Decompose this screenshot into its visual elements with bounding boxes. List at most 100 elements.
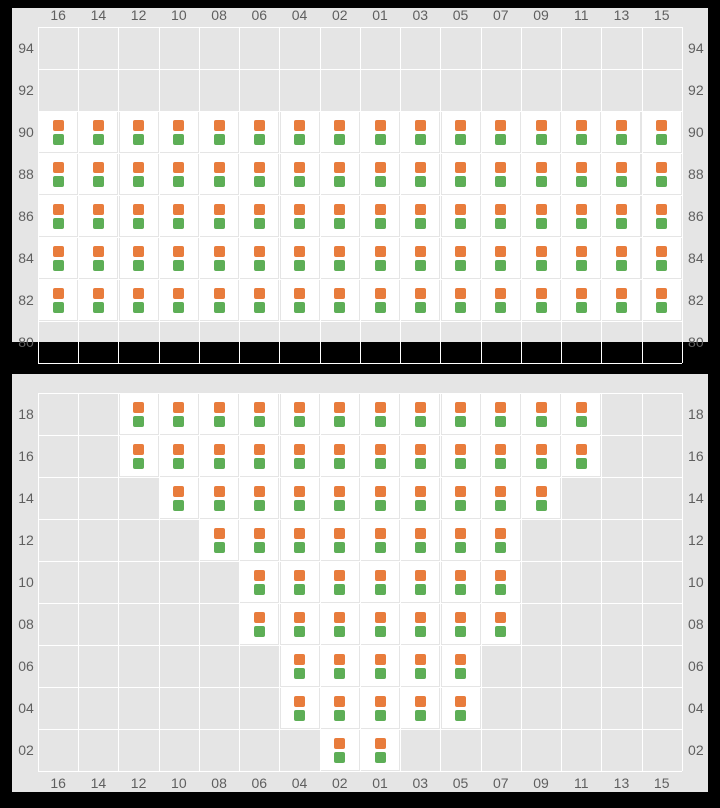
- seat[interactable]: [361, 688, 399, 728]
- seat[interactable]: [401, 112, 439, 152]
- seat[interactable]: [442, 520, 480, 560]
- seat[interactable]: [39, 238, 77, 278]
- seat[interactable]: [522, 196, 560, 236]
- seat[interactable]: [240, 478, 278, 518]
- seat[interactable]: [401, 604, 439, 644]
- seat[interactable]: [401, 646, 439, 686]
- seat[interactable]: [79, 238, 117, 278]
- seat[interactable]: [240, 280, 278, 320]
- seat[interactable]: [401, 520, 439, 560]
- seat[interactable]: [321, 112, 359, 152]
- seat[interactable]: [442, 196, 480, 236]
- seat[interactable]: [401, 394, 439, 434]
- seat[interactable]: [79, 112, 117, 152]
- seat[interactable]: [361, 280, 399, 320]
- seat[interactable]: [562, 154, 600, 194]
- seat[interactable]: [321, 520, 359, 560]
- seat[interactable]: [39, 196, 77, 236]
- seat[interactable]: [482, 478, 520, 518]
- seat[interactable]: [281, 604, 319, 644]
- seat[interactable]: [361, 520, 399, 560]
- seat[interactable]: [602, 112, 640, 152]
- seat[interactable]: [281, 154, 319, 194]
- seat[interactable]: [602, 238, 640, 278]
- seat[interactable]: [200, 238, 238, 278]
- seat[interactable]: [442, 562, 480, 602]
- seat[interactable]: [160, 280, 198, 320]
- seat[interactable]: [39, 154, 77, 194]
- seat[interactable]: [321, 688, 359, 728]
- seat[interactable]: [281, 112, 319, 152]
- seat[interactable]: [522, 112, 560, 152]
- seat[interactable]: [602, 280, 640, 320]
- seat[interactable]: [321, 730, 359, 770]
- seat[interactable]: [361, 604, 399, 644]
- seat[interactable]: [240, 604, 278, 644]
- seat[interactable]: [321, 562, 359, 602]
- seat[interactable]: [281, 646, 319, 686]
- seat[interactable]: [160, 478, 198, 518]
- seat[interactable]: [120, 154, 158, 194]
- seat[interactable]: [281, 436, 319, 476]
- seat[interactable]: [160, 394, 198, 434]
- seat[interactable]: [240, 520, 278, 560]
- seat[interactable]: [361, 730, 399, 770]
- seat[interactable]: [321, 238, 359, 278]
- seat[interactable]: [240, 154, 278, 194]
- seat[interactable]: [160, 196, 198, 236]
- seat[interactable]: [321, 280, 359, 320]
- seat[interactable]: [643, 280, 681, 320]
- seat[interactable]: [200, 478, 238, 518]
- seat[interactable]: [401, 280, 439, 320]
- seat[interactable]: [120, 394, 158, 434]
- seat[interactable]: [361, 196, 399, 236]
- seat[interactable]: [643, 238, 681, 278]
- seat[interactable]: [482, 280, 520, 320]
- seat[interactable]: [120, 238, 158, 278]
- seat[interactable]: [281, 280, 319, 320]
- seat[interactable]: [321, 646, 359, 686]
- seat[interactable]: [442, 646, 480, 686]
- seat[interactable]: [401, 436, 439, 476]
- seat[interactable]: [482, 112, 520, 152]
- seat[interactable]: [200, 436, 238, 476]
- seat[interactable]: [482, 562, 520, 602]
- seat[interactable]: [562, 196, 600, 236]
- seat[interactable]: [79, 196, 117, 236]
- seat[interactable]: [482, 436, 520, 476]
- seat[interactable]: [522, 478, 560, 518]
- seat[interactable]: [39, 112, 77, 152]
- seat[interactable]: [482, 196, 520, 236]
- seat[interactable]: [120, 196, 158, 236]
- seat[interactable]: [401, 562, 439, 602]
- seat[interactable]: [321, 604, 359, 644]
- seat[interactable]: [643, 112, 681, 152]
- seat[interactable]: [361, 436, 399, 476]
- seat[interactable]: [442, 688, 480, 728]
- seat[interactable]: [562, 238, 600, 278]
- seat[interactable]: [281, 520, 319, 560]
- seat[interactable]: [482, 520, 520, 560]
- seat[interactable]: [522, 436, 560, 476]
- seat[interactable]: [200, 394, 238, 434]
- seat[interactable]: [160, 154, 198, 194]
- seat[interactable]: [482, 238, 520, 278]
- seat[interactable]: [79, 280, 117, 320]
- seat[interactable]: [321, 436, 359, 476]
- seat[interactable]: [120, 112, 158, 152]
- seat[interactable]: [442, 436, 480, 476]
- seat[interactable]: [200, 520, 238, 560]
- seat[interactable]: [321, 478, 359, 518]
- seat[interactable]: [643, 196, 681, 236]
- seat[interactable]: [562, 436, 600, 476]
- seat[interactable]: [120, 436, 158, 476]
- seat[interactable]: [160, 436, 198, 476]
- seat[interactable]: [401, 478, 439, 518]
- seat[interactable]: [442, 112, 480, 152]
- seat[interactable]: [361, 394, 399, 434]
- seat[interactable]: [361, 478, 399, 518]
- seat[interactable]: [281, 478, 319, 518]
- seat[interactable]: [401, 238, 439, 278]
- seat[interactable]: [442, 280, 480, 320]
- seat[interactable]: [281, 196, 319, 236]
